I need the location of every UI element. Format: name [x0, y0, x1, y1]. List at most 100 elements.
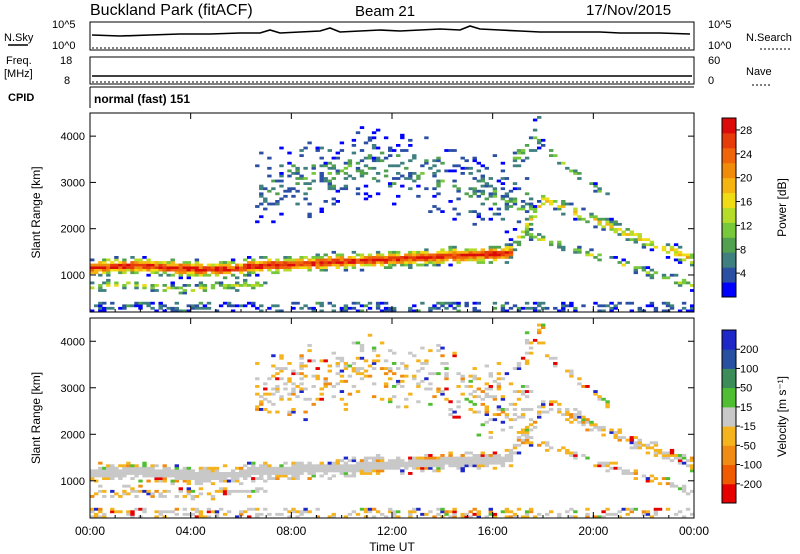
echo-cell	[126, 281, 131, 285]
echo-cell	[202, 268, 208, 272]
echo-cell	[327, 461, 332, 465]
echo-cell	[287, 161, 292, 165]
echo-cell	[295, 395, 300, 399]
echo-cell	[226, 266, 232, 269]
echo-cell	[412, 507, 417, 511]
echo-cell	[174, 472, 179, 475]
echo-cell	[428, 459, 433, 463]
echo-cell	[206, 268, 212, 272]
echo-cell	[690, 309, 695, 313]
echo-cell	[327, 258, 332, 262]
echo-cell	[186, 479, 191, 483]
echo-cell	[653, 454, 659, 457]
echo-cell	[154, 266, 159, 269]
echo-cell	[480, 174, 485, 178]
echo-cell	[468, 210, 473, 213]
echo-cell	[460, 456, 465, 460]
echo-cell	[214, 281, 220, 285]
echo-cell	[90, 263, 95, 267]
echo-cell	[194, 306, 200, 310]
echo-cell	[412, 179, 417, 183]
echo-cell	[359, 253, 365, 257]
echo-cell	[653, 441, 659, 445]
echo-cell	[307, 263, 312, 267]
echo-cell	[625, 469, 630, 473]
echo-cell	[488, 387, 493, 391]
echo-cell	[311, 179, 316, 183]
echo-cell	[146, 261, 151, 264]
echo-cell	[158, 479, 163, 483]
echo-cell	[541, 138, 546, 142]
echo-cell	[452, 354, 457, 358]
echo-cell	[641, 268, 647, 272]
echo-cell	[247, 474, 252, 478]
echo-cell	[549, 510, 554, 514]
echo-cell	[464, 512, 469, 516]
echo-cell	[303, 410, 308, 414]
echo-cell	[573, 169, 578, 173]
echo-cell	[90, 495, 95, 498]
echo-cell	[307, 461, 312, 465]
echo-cell	[549, 400, 554, 404]
echo-cell	[243, 477, 248, 480]
echo-cell	[347, 459, 353, 463]
echo-cell	[327, 263, 332, 267]
echo-cell	[440, 258, 445, 262]
echo-cell	[174, 306, 179, 310]
echo-cell	[351, 266, 357, 269]
echo-cell	[222, 268, 228, 272]
echo-cell	[589, 253, 594, 257]
echo-cell	[210, 482, 216, 486]
echo-cell	[263, 472, 268, 475]
echo-cell	[476, 169, 481, 173]
echo-cell	[681, 278, 687, 282]
echo-cell	[392, 164, 397, 168]
echo-cell	[359, 349, 365, 353]
echo-cell	[230, 286, 236, 290]
echo-cell	[504, 245, 510, 249]
echo-cell	[488, 507, 493, 511]
echo-cell	[214, 309, 220, 313]
echo-cell	[488, 256, 493, 259]
echo-cell	[593, 182, 598, 185]
echo-cell	[323, 359, 328, 363]
echo-cell	[617, 233, 622, 236]
echo-cell	[186, 466, 191, 470]
echo-cell	[448, 256, 453, 259]
echo-cell	[343, 364, 349, 368]
echo-cell	[142, 469, 147, 473]
echo-cell	[295, 263, 300, 267]
echo-cell	[303, 469, 308, 473]
echo-cell	[114, 268, 119, 272]
echo-cell	[347, 512, 353, 516]
echo-cell	[218, 489, 224, 493]
echo-cell	[347, 469, 353, 473]
echo-cell	[94, 472, 99, 475]
y-tick-label: 2000	[61, 224, 85, 236]
echo-cell	[259, 192, 264, 196]
echo-cell	[573, 415, 578, 419]
echo-cell	[130, 256, 135, 259]
echo-cell	[122, 266, 127, 269]
echo-cell	[359, 263, 365, 267]
echo-cell	[396, 461, 401, 465]
echo-cell	[424, 261, 429, 264]
echo-cell	[214, 515, 220, 519]
echo-cell	[484, 395, 489, 399]
echo-cell	[573, 210, 578, 213]
echo-cell	[468, 194, 473, 198]
echo-cell	[569, 372, 574, 376]
echo-cell	[343, 408, 349, 411]
echo-cell	[331, 474, 336, 478]
echo-cell	[557, 515, 562, 519]
echo-cell	[375, 456, 381, 460]
echo-cell	[472, 156, 477, 160]
echo-cell	[331, 395, 336, 399]
echo-cell	[504, 372, 510, 376]
echo-cell	[549, 446, 554, 450]
echo-cell	[545, 354, 550, 358]
echo-cell	[283, 382, 288, 386]
echo-cell	[504, 202, 510, 206]
echo-cell	[102, 289, 107, 292]
echo-cell	[428, 382, 433, 386]
